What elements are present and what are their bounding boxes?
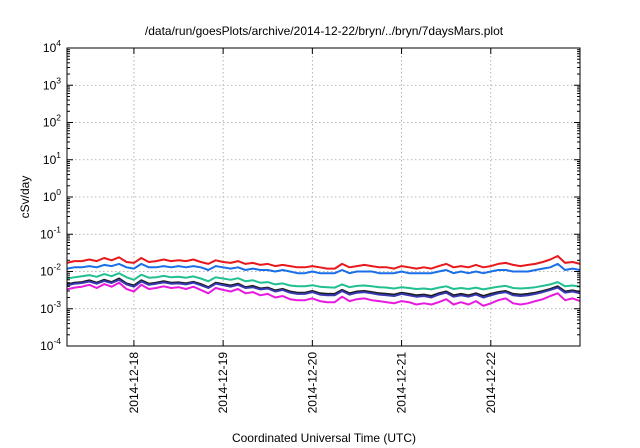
y-tick-label: 104 xyxy=(43,38,61,55)
series-group xyxy=(66,255,581,307)
x-axis-label: Coordinated Universal Time (UTC) xyxy=(232,431,416,445)
y-tick-label: 102 xyxy=(43,113,61,130)
x-tick-label: 2014-12-21 xyxy=(395,352,409,414)
y-tick-exponent: 0 xyxy=(56,187,61,197)
series-line-6 xyxy=(66,281,581,307)
y-tick-label: 101 xyxy=(43,150,61,167)
x-tick-label: 2014-12-22 xyxy=(484,352,498,414)
series-line-2 xyxy=(66,262,581,275)
series-line-1 xyxy=(66,255,581,270)
y-tick-exponent: 1 xyxy=(56,150,61,160)
y-tick-exponent: -3 xyxy=(53,299,61,309)
grid xyxy=(67,48,580,346)
x-tick-label: 2014-12-19 xyxy=(216,352,230,414)
y-tick-label: 103 xyxy=(43,75,61,92)
x-tick-label: 2014-12-20 xyxy=(305,352,319,414)
y-tick-label: 10-2 xyxy=(40,262,61,279)
y-tick-exponent: -1 xyxy=(53,224,61,234)
y-tick-exponent: 4 xyxy=(56,38,61,48)
chart-title: /data/run/goesPlots/archive/2014-12-22/b… xyxy=(145,24,504,38)
y-tick-label: 10-4 xyxy=(40,336,61,353)
y-tick-exponent: 3 xyxy=(56,75,61,85)
series-line-3 xyxy=(66,272,581,291)
series-line-5 xyxy=(66,278,581,299)
y-tick-exponent: 2 xyxy=(56,113,61,123)
y-tick-exponent: -4 xyxy=(53,336,61,346)
x-tick-label: 2014-12-18 xyxy=(127,352,141,414)
y-tick-label: 100 xyxy=(43,187,61,204)
y-tick-label: 10-1 xyxy=(40,224,61,241)
y-axis-label: cSv/day xyxy=(18,176,32,219)
y-tick-exponent: -2 xyxy=(53,262,61,272)
y-tick-label: 10-3 xyxy=(40,299,61,316)
series-line-4 xyxy=(66,277,581,297)
axis-ticks: 10-410-310-210-11001011021031042014-12-1… xyxy=(40,38,580,413)
